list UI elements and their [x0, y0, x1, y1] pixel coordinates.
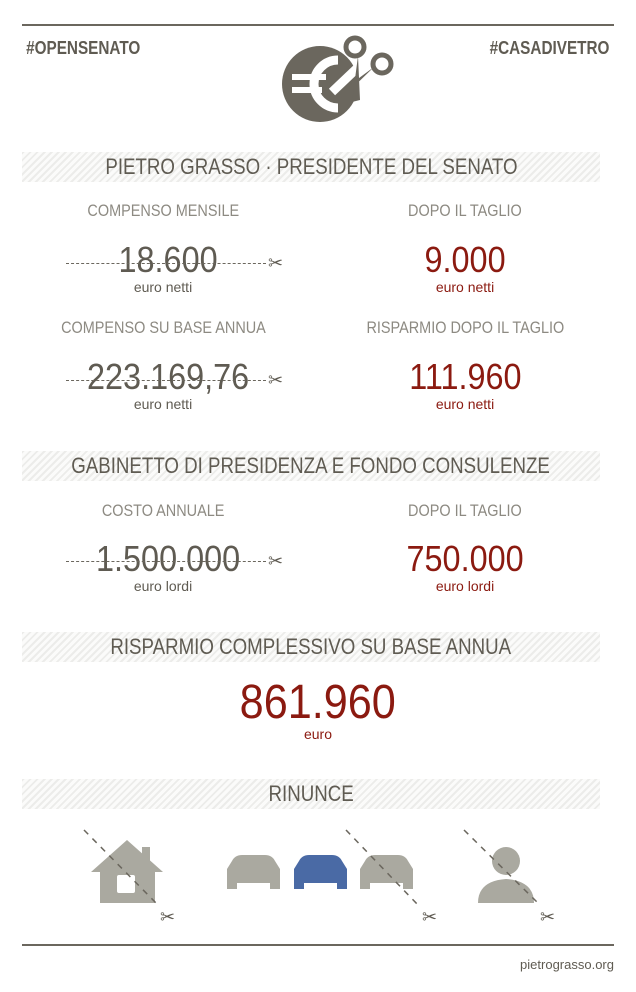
annual-value: 223.169,76: [86, 356, 250, 397]
section-header-president: PIETRO GRASSO · PRESIDENTE DEL SENATO: [22, 152, 600, 182]
monthly-cut-value: 9.000: [424, 239, 506, 280]
saving-unit: euro netti: [435, 396, 495, 412]
bottom-rule: [22, 944, 614, 946]
cut-unit: euro lordi: [435, 578, 495, 594]
saving-label: RISPARMIO DOPO IL TAGLIO: [366, 318, 564, 337]
scissors-icon: ✂: [268, 551, 284, 571]
scissors-icon: ✂: [422, 907, 437, 928]
monthly-cut-unit: euro netti: [435, 279, 495, 295]
annual-label: COMPENSO SU BASE ANNUA: [60, 318, 266, 337]
cut-lines: [83, 829, 541, 906]
strike-line: [66, 263, 266, 264]
car-icon: [360, 855, 413, 889]
monthly-unit: euro netti: [133, 279, 193, 295]
car-icon: [227, 855, 280, 889]
scissors-icon: ✂: [268, 253, 284, 273]
monthly-value: 18.600: [118, 239, 218, 280]
euro-scissors-icon: [282, 35, 394, 122]
section-header-rinunce: RINUNCE: [22, 779, 600, 809]
strike-line: [66, 380, 266, 381]
strike-line: [66, 561, 266, 562]
cost-value: 1.500.000: [95, 538, 241, 579]
footer-site-link[interactable]: pietrograsso.org: [520, 957, 614, 972]
top-rule: [22, 24, 614, 26]
scissors-icon: ✂: [160, 907, 175, 928]
cost-label: COSTO ANNUALE: [101, 501, 225, 520]
hashtag-casadivetro[interactable]: #CASADIVETRO: [489, 38, 610, 58]
saving-value: 111.960: [408, 356, 522, 397]
driver-icon: [478, 847, 534, 903]
monthly-cut-label: DOPO IL TAGLIO: [408, 201, 522, 220]
scissors-icon: ✂: [268, 370, 284, 390]
total-value: 861.960: [239, 676, 397, 729]
cut-value: 750.000: [406, 538, 524, 579]
section-header-cabinet: GABINETTO DI PRESIDENZA E FONDO CONSULEN…: [22, 451, 600, 481]
rinunce-icons: ✂ ✂ ✂: [83, 829, 555, 928]
car-icon: [294, 855, 347, 889]
cost-unit: euro lordi: [133, 578, 193, 594]
annual-unit: euro netti: [133, 396, 193, 412]
section-header-total: RISPARMIO COMPLESSIVO SU BASE ANNUA: [22, 632, 600, 662]
monthly-label: COMPENSO MENSILE: [87, 201, 239, 220]
cut-label: DOPO IL TAGLIO: [408, 501, 522, 520]
house-icon: [91, 840, 163, 903]
total-unit: euro: [303, 726, 333, 742]
scissors-icon: ✂: [540, 907, 555, 928]
hashtag-opensenato[interactable]: #OPENSENATO: [26, 38, 141, 58]
